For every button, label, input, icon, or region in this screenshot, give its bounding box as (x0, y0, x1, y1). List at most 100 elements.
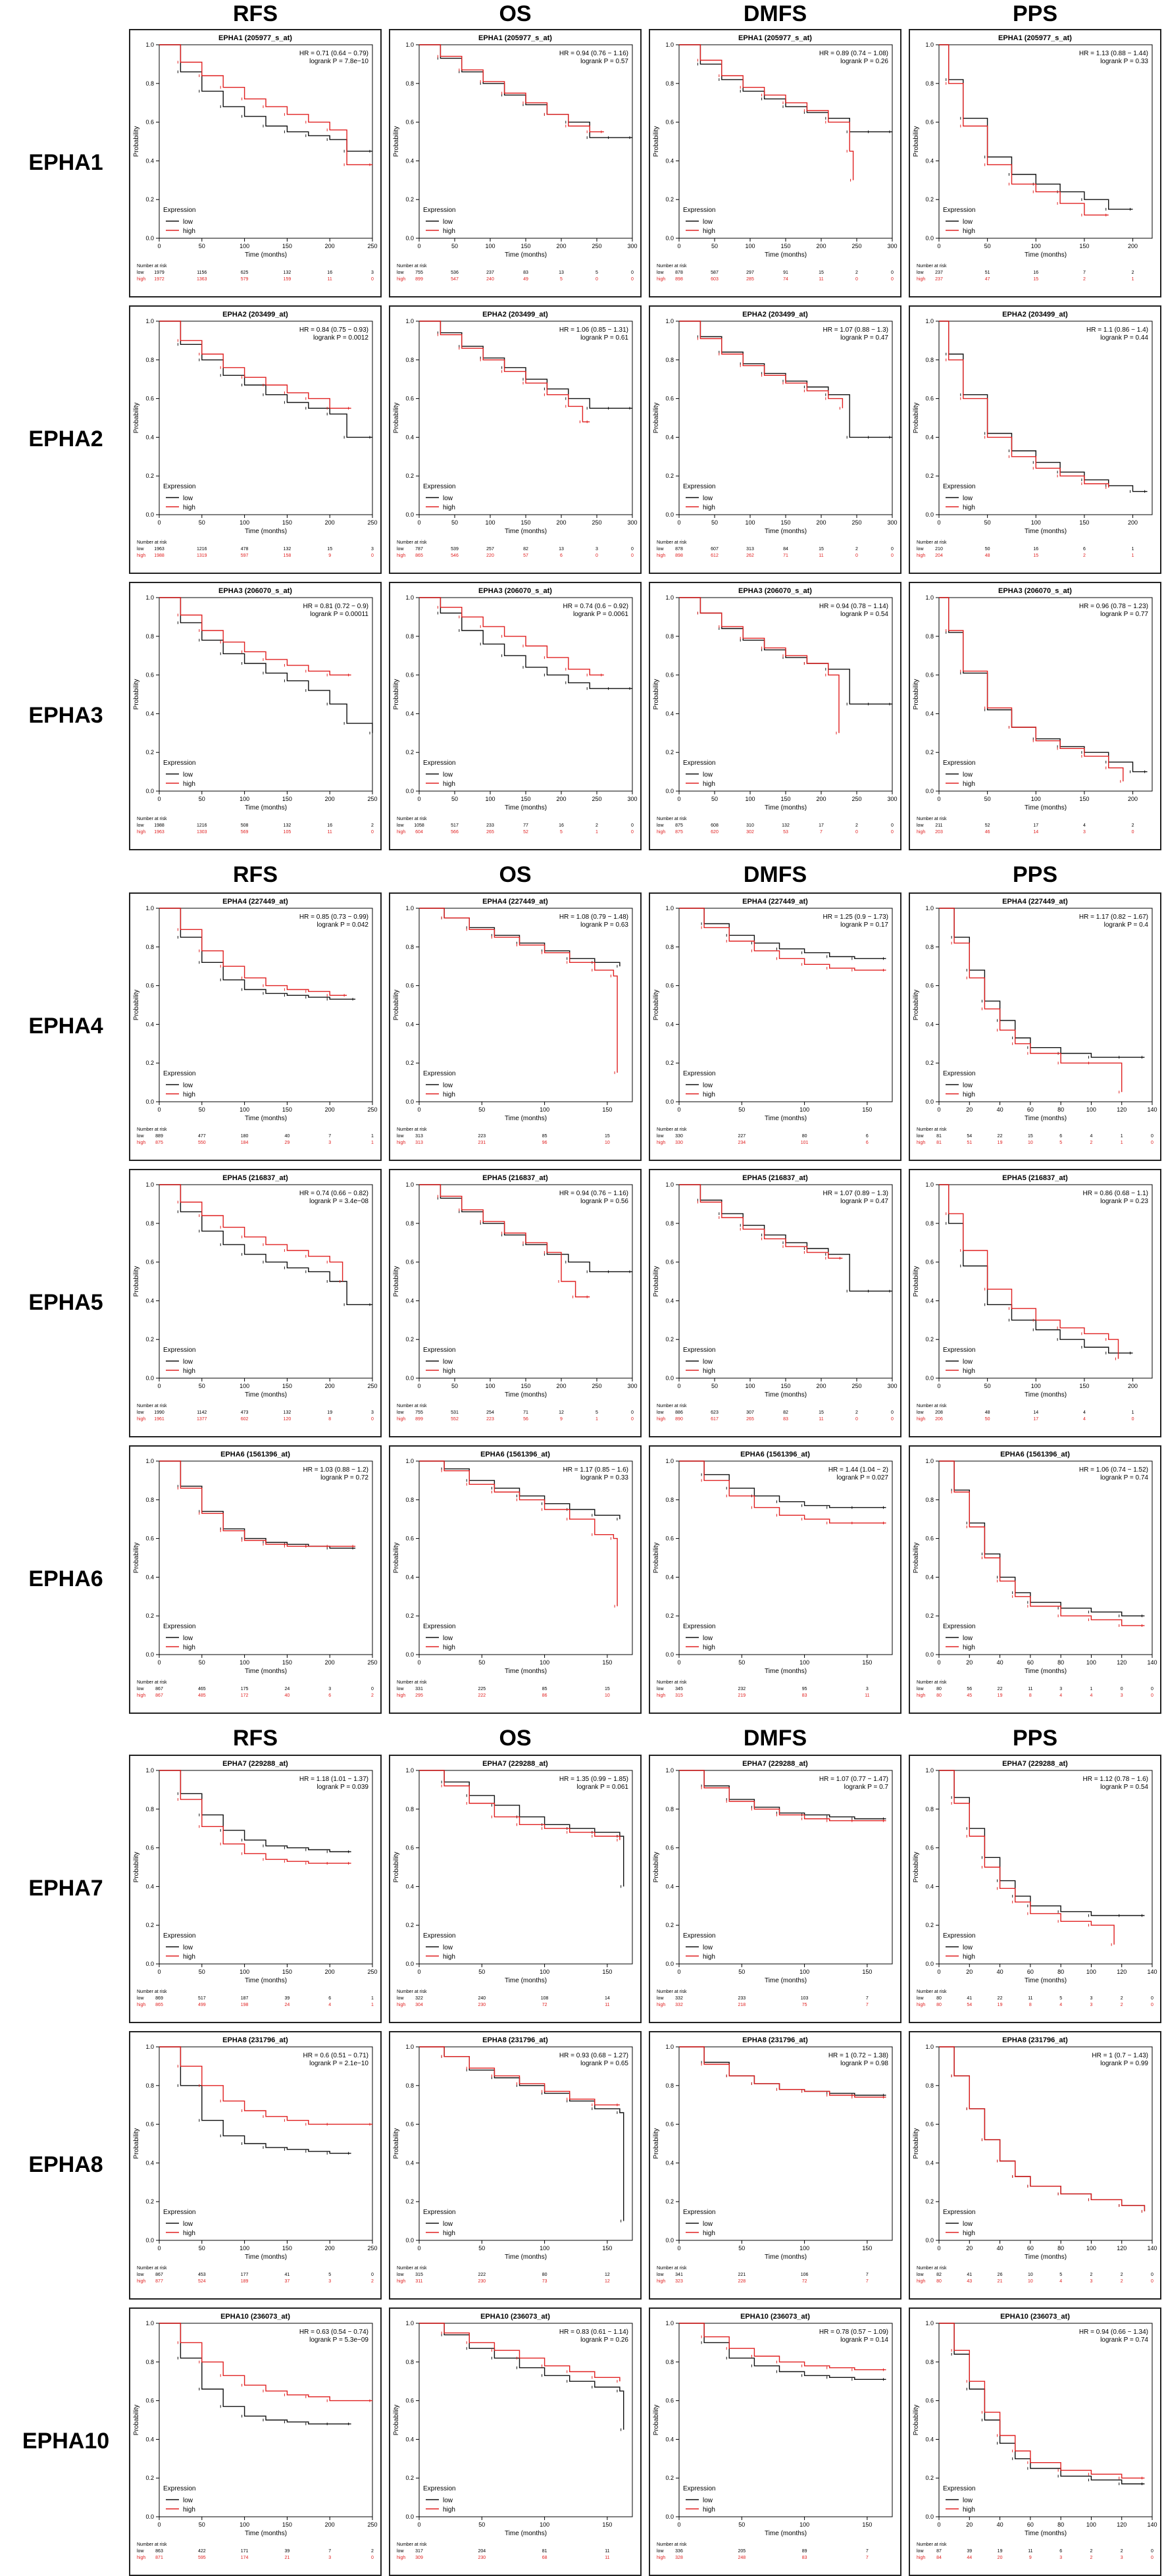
risk-high-value: 72 (802, 2279, 807, 2284)
logrank-p: logrank P = 0.33 (580, 1474, 628, 1481)
y-tick-label: 0.4 (925, 434, 934, 440)
risk-high-value: 219 (738, 1693, 746, 1698)
x-tick-label: 200 (556, 519, 566, 526)
logrank-p: logrank P = 0.17 (840, 921, 888, 929)
risk-low-value: 225 (478, 1687, 486, 1691)
x-tick-label: 200 (816, 519, 826, 526)
y-tick-label: 0.4 (665, 1883, 674, 1890)
legend-low-label: low (703, 1635, 713, 1642)
risk-low-value: 15 (819, 1410, 824, 1415)
risk-low-value: 39 (285, 2549, 290, 2554)
x-axis-label: Time (months) (1025, 1977, 1067, 1984)
risk-high-value: 328 (675, 2556, 683, 2560)
risk-low-value: 297 (746, 270, 754, 275)
risk-high-value: 172 (241, 1693, 249, 1698)
risk-low-value: 2 (1090, 2549, 1092, 2554)
risk-high-value: 19 (998, 1693, 1003, 1698)
risk-low-value: 2 (596, 823, 598, 828)
legend-high-label: high (703, 1953, 715, 1961)
legend-high-label: high (183, 1644, 195, 1651)
x-tick-label: 50 (478, 1106, 485, 1113)
km-panel-epha1-os: EPHA1 (205977_s_at) 0.0 0.2 0.4 0.6 0.8 1.0 Pro… (389, 29, 642, 297)
y-axis-label: Probability (653, 1543, 660, 1574)
risk-high-value: 198 (241, 2003, 249, 2007)
km-plot: EPHA1 (205977_s_at) 0.0 0.2 0.4 0.6 0.8 1.0 Pro… (913, 34, 1153, 282)
y-tick-label: 0.2 (925, 749, 934, 756)
y-tick-label: 0.6 (145, 1535, 154, 1542)
risk-high-tag: high (657, 1141, 665, 1145)
x-tick-label: 100 (1031, 1383, 1041, 1389)
risk-low-value: 233 (738, 1996, 746, 2001)
legend-high-label: high (963, 781, 975, 788)
risk-high-value: 620 (711, 830, 719, 835)
plot-title: EPHA3 (206070_s_at) (218, 587, 292, 595)
km-panel-epha3-pps: EPHA3 (206070_s_at) 0.0 0.2 0.4 0.6 0.8 1.0 Pro… (909, 582, 1161, 850)
plot-title: EPHA7 (229288_at) (482, 1760, 548, 1768)
x-tick-label: 40 (997, 1969, 1003, 1975)
risk-high-value: 2 (1121, 2279, 1123, 2284)
y-tick-label: 0.2 (405, 1336, 414, 1343)
legend-low-label: low (443, 495, 453, 502)
legend-title: Expression (163, 760, 195, 767)
x-tick-label: 0 (157, 2521, 161, 2528)
plot-frame (938, 44, 1153, 239)
hazard-ratio: HR = 0.63 (0.54 − 0.74) (299, 2329, 368, 2336)
x-tick-label: 300 (627, 243, 637, 249)
x-tick-label: 0 (937, 2245, 940, 2252)
risk-low-value: 2 (855, 547, 858, 552)
y-tick-label: 0.6 (925, 2121, 934, 2128)
x-tick-label: 150 (1079, 1383, 1089, 1389)
x-tick-label: 100 (240, 2245, 249, 2252)
risk-low-value: 0 (1151, 2549, 1153, 2554)
km-panel-epha2-os: EPHA2 (203499_at) 0.0 0.2 0.4 0.6 0.8 1.0 Proba… (389, 305, 642, 574)
risk-low-tag: low (137, 2273, 144, 2277)
km-panel-epha2-rfs: EPHA2 (203499_at) 0.0 0.2 0.4 0.6 0.8 1.0 Proba… (129, 305, 382, 574)
risk-high-value: 11 (605, 2556, 609, 2560)
y-tick-label: 0.6 (405, 2121, 414, 2128)
plot-frame (678, 1460, 893, 1655)
x-tick-label: 0 (417, 1106, 420, 1113)
legend-high-label: high (703, 781, 715, 788)
y-tick-label: 0.0 (405, 2513, 414, 2520)
hazard-ratio: HR = 1.06 (0.74 − 1.52) (1079, 1466, 1148, 1474)
km-plot: EPHA8 (231796_at) 0.0 0.2 0.4 0.6 0.8 1.0 Proba… (133, 2036, 378, 2284)
legend-title: Expression (423, 1623, 455, 1630)
y-tick-label: 0.2 (665, 1336, 674, 1343)
y-tick-label: 0.4 (925, 2436, 934, 2442)
legend-low-label: low (963, 1358, 973, 1366)
curve-high (419, 44, 604, 132)
x-axis-label: Time (months) (1025, 2530, 1067, 2537)
logrank-p: logrank P = 0.4 (1104, 921, 1149, 929)
x-tick-label: 100 (1086, 1106, 1096, 1113)
risk-high-value: 47 (985, 277, 990, 282)
risk-high-value: 309 (415, 2556, 423, 2560)
x-tick-label: 150 (282, 1106, 292, 1113)
km-plot: EPHA1 (205977_s_at) 0.0 0.2 0.4 0.6 0.8 1.0 Pro… (393, 34, 638, 282)
y-tick-label: 0.2 (145, 196, 154, 203)
x-tick-label: 0 (157, 1383, 161, 1389)
y-tick-label: 0.6 (145, 2121, 154, 2128)
x-tick-label: 80 (1057, 2521, 1064, 2528)
risk-low-value: 50 (985, 547, 990, 552)
x-tick-label: 50 (478, 2245, 485, 2252)
x-tick-label: 0 (677, 796, 680, 802)
y-tick-label: 0.8 (145, 633, 154, 640)
risk-high-value: 1 (371, 1141, 374, 1145)
risk-low-value: 233 (486, 823, 494, 828)
risk-high-value: 1 (1121, 1141, 1123, 1145)
legend-high-label: high (443, 1091, 455, 1098)
risk-high-value: 604 (415, 830, 423, 835)
km-plot: EPHA3 (206070_s_at) 0.0 0.2 0.4 0.6 0.8 1.0 Pro… (913, 587, 1153, 835)
risk-low-tag: low (137, 1687, 144, 1691)
curve-high (679, 1770, 886, 1822)
risk-high-value: 4 (1083, 1417, 1086, 1422)
legend-high-label: high (183, 228, 195, 235)
logrank-p: logrank P = 3.4e−08 (309, 1198, 368, 1205)
y-tick-label: 0.2 (925, 2198, 934, 2205)
y-tick-label: 0.2 (145, 2475, 154, 2481)
hazard-ratio: HR = 1.35 (0.99 − 1.85) (559, 1776, 628, 1783)
risk-low-value: 886 (675, 1410, 683, 1415)
risk-high-value: 52 (523, 830, 528, 835)
x-tick-label: 100 (799, 1106, 809, 1113)
row-label-epha1: EPHA1 (28, 150, 103, 175)
